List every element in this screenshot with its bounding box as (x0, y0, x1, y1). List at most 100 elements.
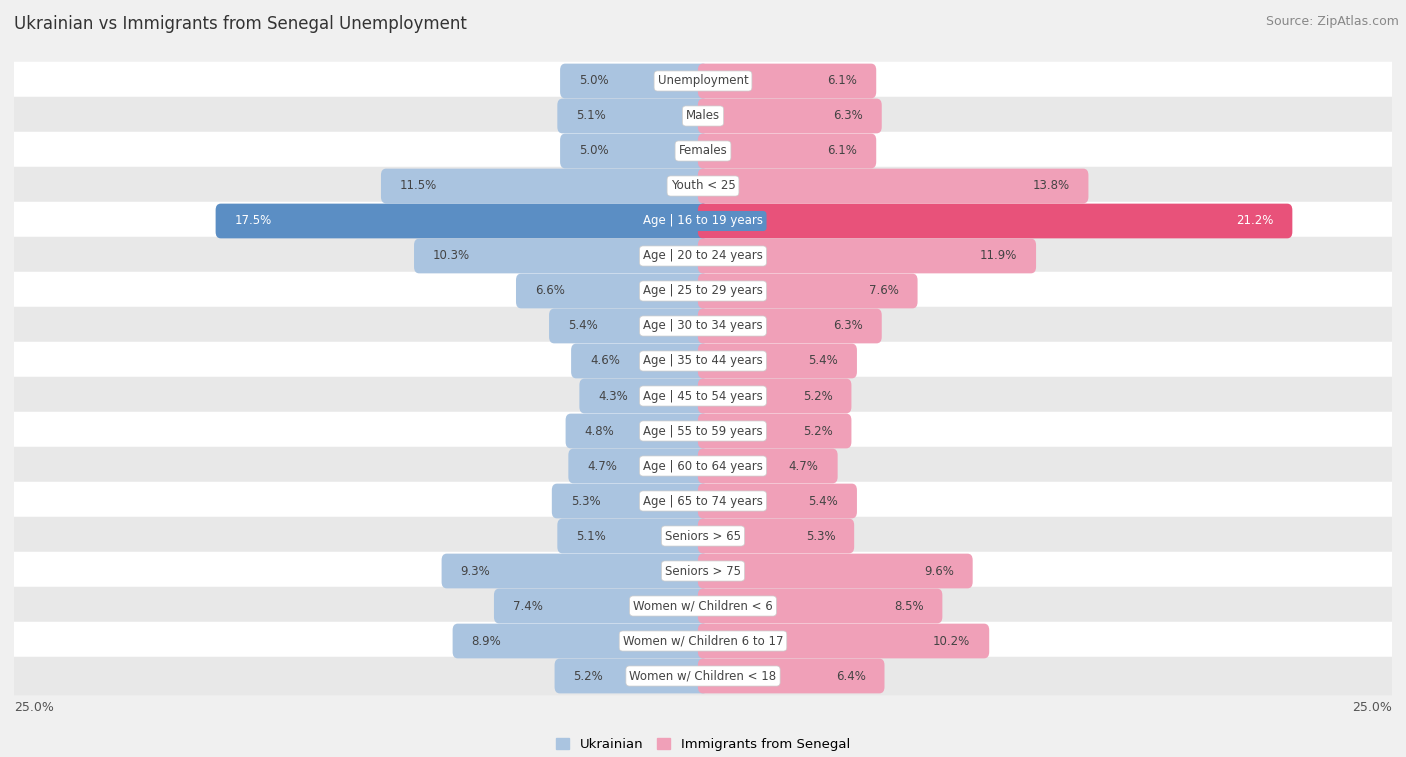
FancyBboxPatch shape (571, 344, 709, 378)
Text: 11.9%: 11.9% (980, 250, 1017, 263)
FancyBboxPatch shape (697, 519, 855, 553)
FancyBboxPatch shape (13, 167, 1393, 205)
Text: 21.2%: 21.2% (1236, 214, 1274, 228)
FancyBboxPatch shape (441, 553, 709, 588)
Text: 5.1%: 5.1% (576, 110, 606, 123)
Text: Ukrainian vs Immigrants from Senegal Unemployment: Ukrainian vs Immigrants from Senegal Une… (14, 15, 467, 33)
FancyBboxPatch shape (13, 621, 1393, 660)
Text: 10.3%: 10.3% (433, 250, 470, 263)
FancyBboxPatch shape (560, 134, 709, 168)
FancyBboxPatch shape (453, 624, 709, 659)
Text: 6.6%: 6.6% (534, 285, 565, 298)
FancyBboxPatch shape (413, 238, 709, 273)
FancyBboxPatch shape (697, 378, 852, 413)
Text: 6.3%: 6.3% (834, 110, 863, 123)
Text: Age | 35 to 44 years: Age | 35 to 44 years (643, 354, 763, 367)
FancyBboxPatch shape (697, 589, 942, 623)
FancyBboxPatch shape (13, 377, 1393, 416)
FancyBboxPatch shape (697, 449, 838, 484)
FancyBboxPatch shape (13, 307, 1393, 345)
Text: 9.3%: 9.3% (461, 565, 491, 578)
Text: 10.2%: 10.2% (934, 634, 970, 647)
FancyBboxPatch shape (13, 587, 1393, 625)
FancyBboxPatch shape (13, 202, 1393, 240)
FancyBboxPatch shape (551, 484, 709, 519)
Text: 6.1%: 6.1% (828, 145, 858, 157)
Text: 7.4%: 7.4% (513, 600, 543, 612)
Text: 5.0%: 5.0% (579, 145, 609, 157)
FancyBboxPatch shape (13, 237, 1393, 276)
Text: Females: Females (679, 145, 727, 157)
FancyBboxPatch shape (697, 624, 990, 659)
Text: 5.4%: 5.4% (568, 319, 598, 332)
FancyBboxPatch shape (13, 97, 1393, 136)
Text: Age | 60 to 64 years: Age | 60 to 64 years (643, 459, 763, 472)
FancyBboxPatch shape (568, 449, 709, 484)
Text: 6.1%: 6.1% (828, 74, 858, 88)
FancyBboxPatch shape (697, 553, 973, 588)
FancyBboxPatch shape (697, 169, 1088, 204)
Text: 4.7%: 4.7% (588, 459, 617, 472)
Text: 6.3%: 6.3% (834, 319, 863, 332)
Text: Males: Males (686, 110, 720, 123)
FancyBboxPatch shape (550, 309, 709, 344)
Text: Women w/ Children < 18: Women w/ Children < 18 (630, 669, 776, 683)
FancyBboxPatch shape (697, 64, 876, 98)
FancyBboxPatch shape (697, 204, 1292, 238)
Text: Youth < 25: Youth < 25 (671, 179, 735, 192)
Legend: Ukrainian, Immigrants from Senegal: Ukrainian, Immigrants from Senegal (551, 733, 855, 756)
Text: 7.6%: 7.6% (869, 285, 898, 298)
Text: Age | 45 to 54 years: Age | 45 to 54 years (643, 390, 763, 403)
Text: Age | 25 to 29 years: Age | 25 to 29 years (643, 285, 763, 298)
FancyBboxPatch shape (13, 272, 1393, 310)
FancyBboxPatch shape (565, 413, 709, 448)
FancyBboxPatch shape (13, 412, 1393, 450)
Text: 25.0%: 25.0% (14, 701, 53, 714)
Text: Age | 65 to 74 years: Age | 65 to 74 years (643, 494, 763, 507)
FancyBboxPatch shape (13, 447, 1393, 485)
Text: 5.2%: 5.2% (803, 425, 832, 438)
Text: Age | 30 to 34 years: Age | 30 to 34 years (643, 319, 763, 332)
FancyBboxPatch shape (697, 659, 884, 693)
FancyBboxPatch shape (697, 134, 876, 168)
Text: Unemployment: Unemployment (658, 74, 748, 88)
Text: 4.8%: 4.8% (585, 425, 614, 438)
FancyBboxPatch shape (697, 484, 856, 519)
Text: 25.0%: 25.0% (1353, 701, 1392, 714)
FancyBboxPatch shape (697, 309, 882, 344)
FancyBboxPatch shape (697, 344, 856, 378)
Text: Seniors > 65: Seniors > 65 (665, 529, 741, 543)
Text: 4.7%: 4.7% (789, 459, 818, 472)
Text: 5.0%: 5.0% (579, 74, 609, 88)
FancyBboxPatch shape (13, 517, 1393, 555)
Text: Age | 55 to 59 years: Age | 55 to 59 years (643, 425, 763, 438)
Text: 4.6%: 4.6% (591, 354, 620, 367)
Text: Source: ZipAtlas.com: Source: ZipAtlas.com (1265, 15, 1399, 28)
Text: 5.3%: 5.3% (571, 494, 600, 507)
Text: Women w/ Children 6 to 17: Women w/ Children 6 to 17 (623, 634, 783, 647)
FancyBboxPatch shape (494, 589, 709, 623)
FancyBboxPatch shape (697, 413, 852, 448)
FancyBboxPatch shape (13, 657, 1393, 695)
FancyBboxPatch shape (557, 519, 709, 553)
Text: 5.4%: 5.4% (808, 354, 838, 367)
FancyBboxPatch shape (13, 341, 1393, 380)
Text: 4.3%: 4.3% (599, 390, 628, 403)
FancyBboxPatch shape (554, 659, 709, 693)
FancyBboxPatch shape (579, 378, 709, 413)
Text: 8.9%: 8.9% (471, 634, 502, 647)
Text: 13.8%: 13.8% (1032, 179, 1070, 192)
FancyBboxPatch shape (516, 273, 709, 308)
Text: 9.6%: 9.6% (924, 565, 953, 578)
Text: 11.5%: 11.5% (399, 179, 437, 192)
Text: 5.4%: 5.4% (808, 494, 838, 507)
FancyBboxPatch shape (13, 62, 1393, 100)
FancyBboxPatch shape (697, 238, 1036, 273)
FancyBboxPatch shape (13, 481, 1393, 520)
Text: 17.5%: 17.5% (235, 214, 271, 228)
FancyBboxPatch shape (13, 132, 1393, 170)
Text: Seniors > 75: Seniors > 75 (665, 565, 741, 578)
FancyBboxPatch shape (697, 98, 882, 133)
Text: 5.1%: 5.1% (576, 529, 606, 543)
FancyBboxPatch shape (215, 204, 709, 238)
